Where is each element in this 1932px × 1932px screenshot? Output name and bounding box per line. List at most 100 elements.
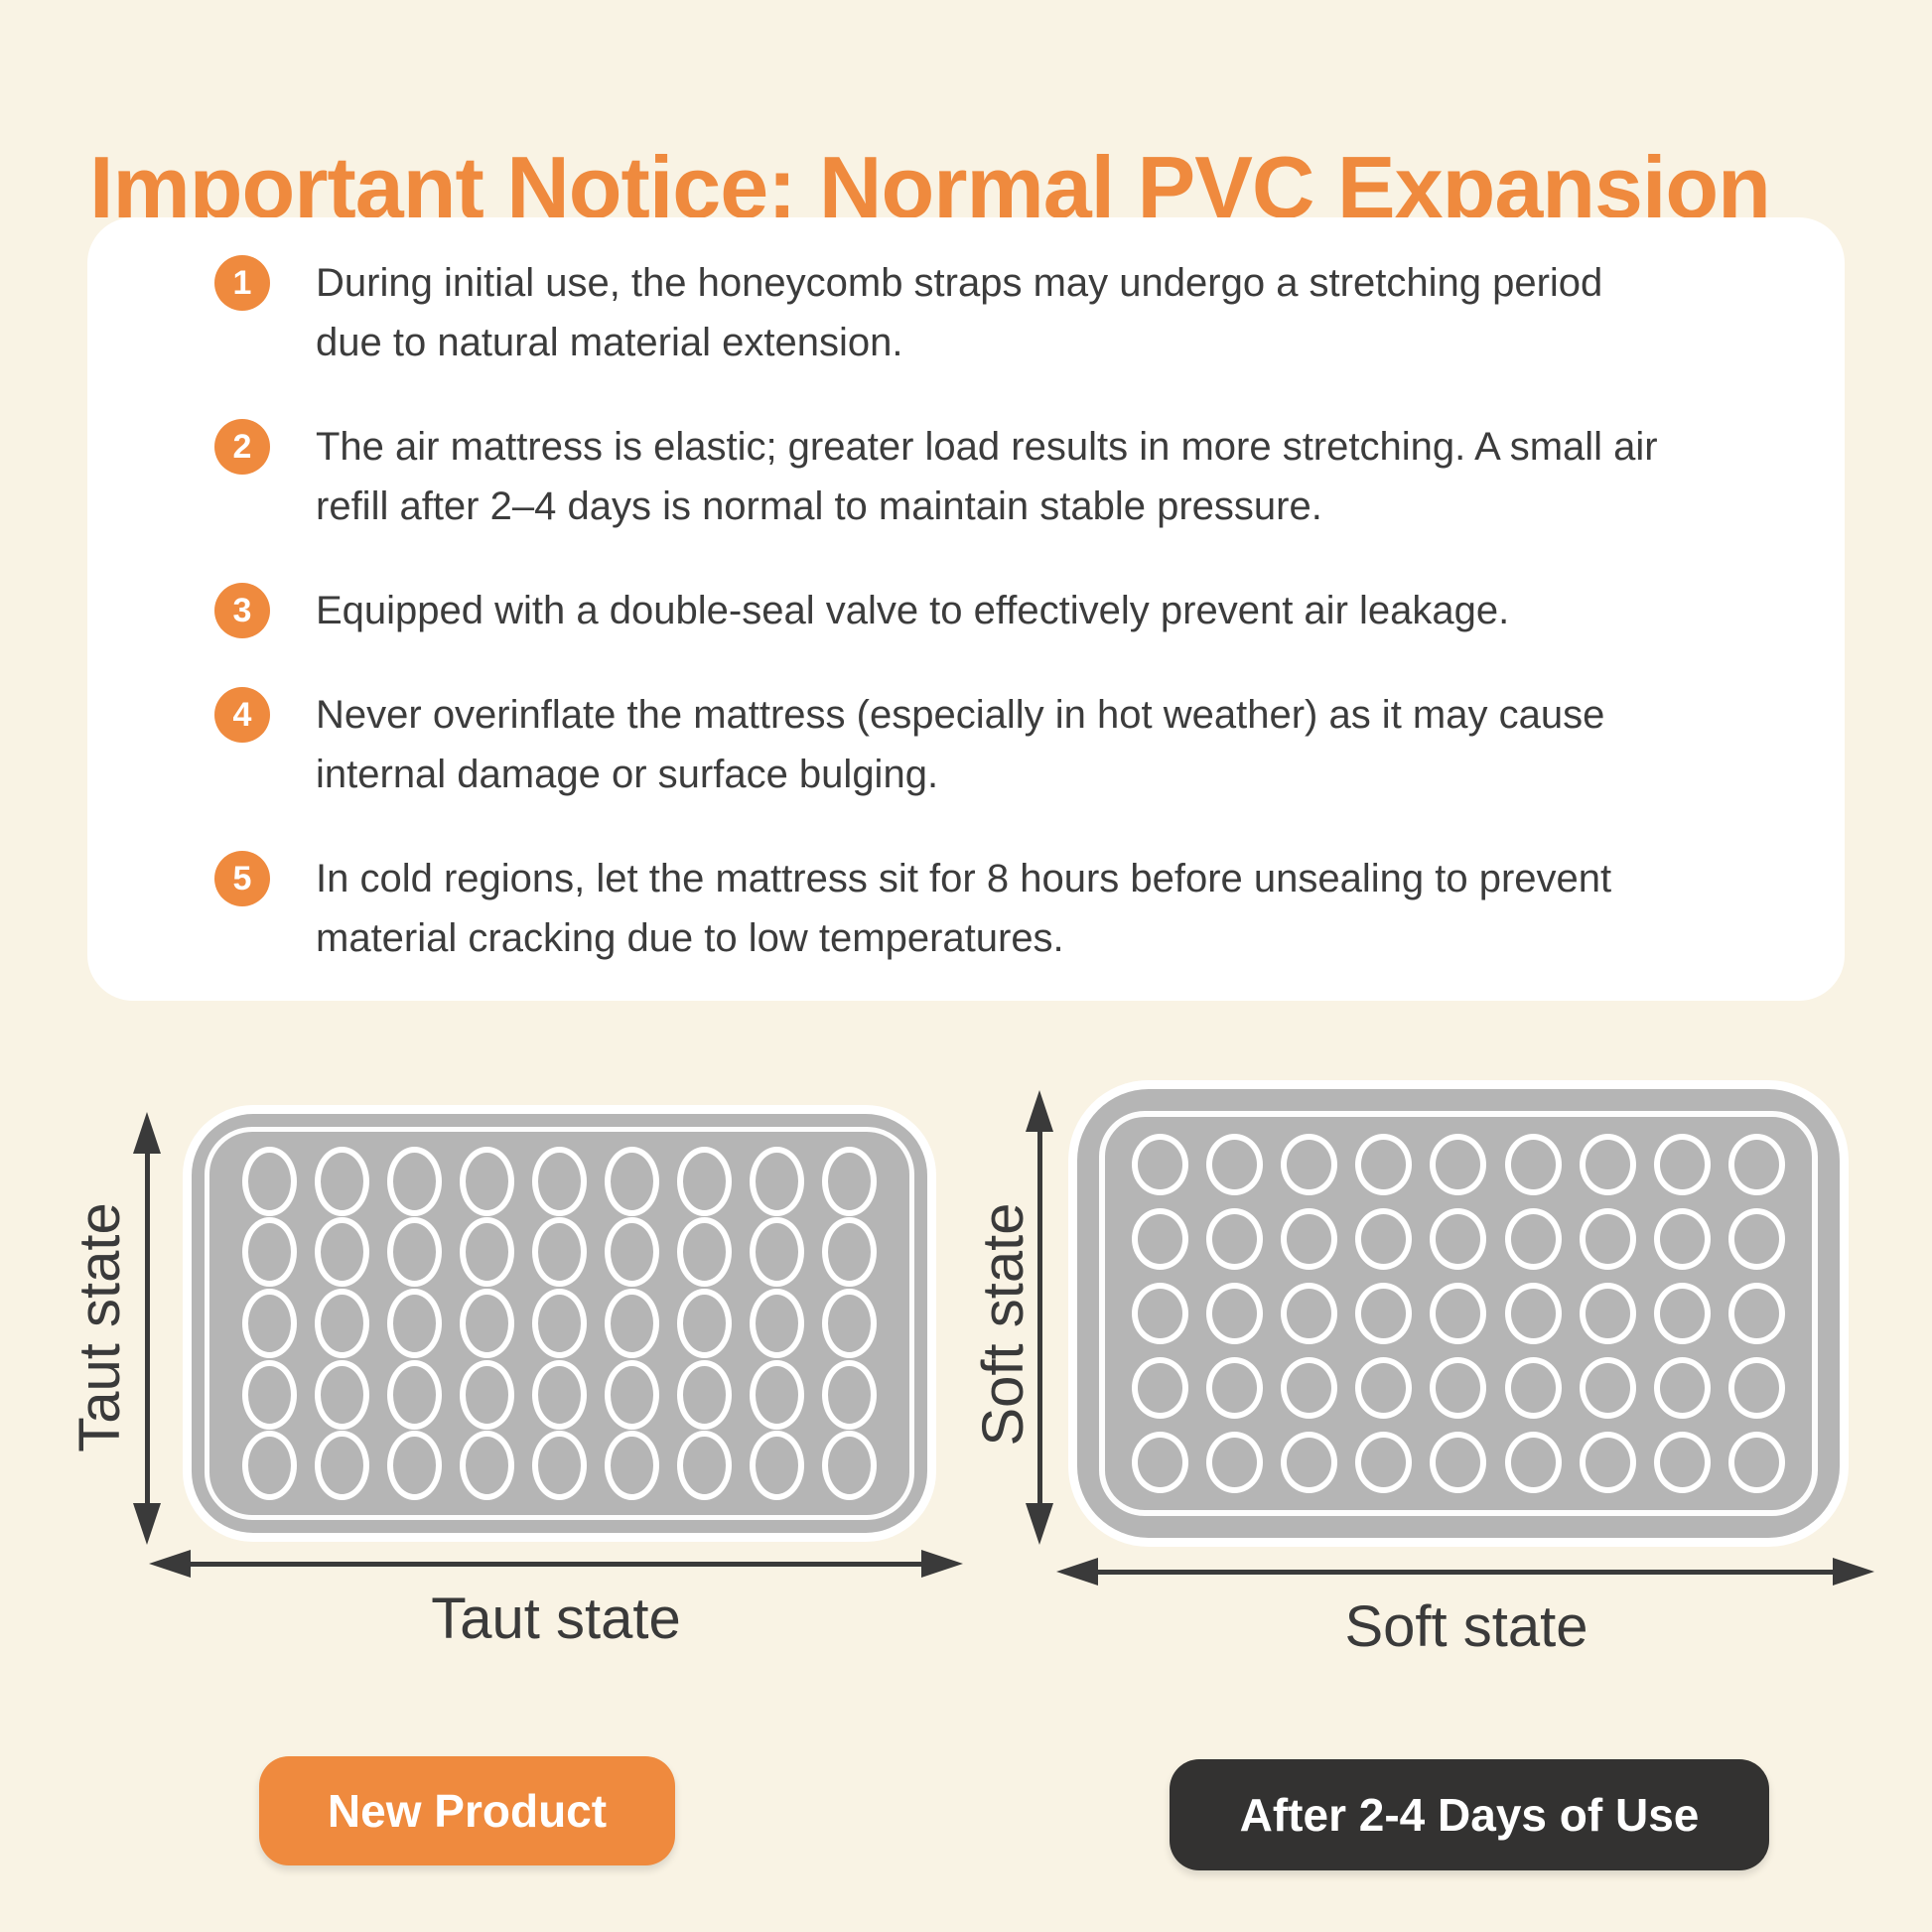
honeycomb-cell-icon <box>532 1359 587 1430</box>
honeycomb-cell-icon <box>1132 1432 1189 1494</box>
honeycomb-cell-icon <box>1504 1133 1562 1195</box>
honeycomb-cell-icon <box>315 1359 369 1430</box>
honeycomb-cell-icon <box>1430 1432 1487 1494</box>
honeycomb-cell-icon <box>532 1431 587 1501</box>
honeycomb-cell-icon <box>1504 1207 1562 1270</box>
honeycomb-cell-icon <box>532 1217 587 1288</box>
notice-number-badge: 2 <box>214 419 270 475</box>
honeycomb-cell-icon <box>1727 1133 1785 1195</box>
honeycomb-cell-icon <box>1355 1282 1413 1344</box>
notice-item-5: 5 In cold regions, let the mattress sit … <box>214 849 1795 968</box>
soft-state-horizontal-label: Soft state <box>1344 1594 1588 1659</box>
honeycomb-cell-icon <box>1579 1133 1636 1195</box>
soft-state-vertical-label: Soft state <box>971 1202 1035 1447</box>
honeycomb-cell-icon <box>1579 1432 1636 1494</box>
honeycomb-cell-icon <box>242 1431 297 1501</box>
honeycomb-cell-icon <box>677 1431 732 1501</box>
honeycomb-cell-icon <box>1132 1357 1189 1420</box>
honeycomb-cell-icon <box>1727 1207 1785 1270</box>
honeycomb-cell-icon <box>1727 1432 1785 1494</box>
honeycomb-cell-icon <box>1579 1207 1636 1270</box>
notice-text: Equipped with a double-seal valve to eff… <box>316 589 1510 632</box>
honeycomb-cell-icon <box>750 1146 804 1216</box>
notice-item-3: 3 Equipped with a double-seal valve to e… <box>214 581 1795 640</box>
honeycomb-cell-icon <box>1430 1357 1487 1420</box>
honeycomb-cell-icon <box>605 1217 659 1288</box>
taut-state-vertical-label: Taut state <box>68 1202 132 1452</box>
notice-number-badge: 4 <box>214 687 270 743</box>
honeycomb-cell-icon <box>1430 1133 1487 1195</box>
honeycomb-cell-icon <box>315 1288 369 1358</box>
honeycomb-cell-icon <box>1281 1133 1338 1195</box>
honeycomb-pod-grid <box>1123 1127 1794 1500</box>
honeycomb-cell-icon <box>1653 1207 1711 1270</box>
honeycomb-cell-icon <box>1206 1432 1264 1494</box>
honeycomb-cell-icon <box>822 1431 877 1501</box>
notice-item-4: 4 Never overinflate the mattress (especi… <box>214 685 1795 804</box>
honeycomb-cell-icon <box>1430 1282 1487 1344</box>
vertical-double-arrow-icon <box>133 1112 161 1545</box>
honeycomb-cell-icon <box>315 1146 369 1216</box>
honeycomb-cell-icon <box>1132 1282 1189 1344</box>
honeycomb-cell-icon <box>242 1288 297 1358</box>
honeycomb-cell-icon <box>605 1359 659 1430</box>
honeycomb-cell-icon <box>460 1146 514 1216</box>
taut-state-horizontal-label: Taut state <box>431 1587 681 1651</box>
honeycomb-cell-icon <box>387 1217 442 1288</box>
mattress-diagram-after-use <box>1077 1089 1840 1538</box>
honeycomb-cell-icon <box>1579 1357 1636 1420</box>
honeycomb-pod-grid <box>233 1146 886 1501</box>
honeycomb-cell-icon <box>242 1359 297 1430</box>
honeycomb-cell-icon <box>1727 1357 1785 1420</box>
honeycomb-cell-icon <box>460 1217 514 1288</box>
honeycomb-cell-icon <box>822 1146 877 1216</box>
honeycomb-cell-icon <box>1653 1357 1711 1420</box>
page-title: Important Notice: Normal PVC Expansion <box>89 137 1771 236</box>
honeycomb-cell-icon <box>1281 1357 1338 1420</box>
honeycomb-cell-icon <box>822 1217 877 1288</box>
horizontal-double-arrow-icon <box>149 1550 963 1578</box>
honeycomb-cell-icon <box>460 1431 514 1501</box>
vertical-double-arrow-icon <box>1026 1090 1053 1545</box>
honeycomb-cell-icon <box>1653 1133 1711 1195</box>
honeycomb-cell-icon <box>822 1359 877 1430</box>
honeycomb-cell-icon <box>750 1288 804 1358</box>
honeycomb-cell-icon <box>1281 1282 1338 1344</box>
new-product-badge: New Product <box>259 1756 675 1865</box>
honeycomb-cell-icon <box>677 1217 732 1288</box>
honeycomb-cell-icon <box>1206 1282 1264 1344</box>
honeycomb-cell-icon <box>460 1359 514 1430</box>
honeycomb-cell-icon <box>677 1359 732 1430</box>
honeycomb-cell-icon <box>1206 1357 1264 1420</box>
honeycomb-cell-icon <box>1430 1207 1487 1270</box>
honeycomb-cell-icon <box>1206 1133 1264 1195</box>
honeycomb-cell-icon <box>605 1431 659 1501</box>
honeycomb-cell-icon <box>1355 1207 1413 1270</box>
honeycomb-cell-icon <box>242 1217 297 1288</box>
honeycomb-cell-icon <box>1579 1282 1636 1344</box>
notice-text: During initial use, the honeycomb straps… <box>316 261 1603 364</box>
notice-number-badge: 5 <box>214 851 270 906</box>
honeycomb-cell-icon <box>1132 1133 1189 1195</box>
honeycomb-cell-icon <box>387 1146 442 1216</box>
honeycomb-cell-icon <box>532 1146 587 1216</box>
notice-text: In cold regions, let the mattress sit fo… <box>316 857 1612 960</box>
notice-number-badge: 1 <box>214 255 270 311</box>
notice-text: The air mattress is elastic; greater loa… <box>316 425 1658 528</box>
honeycomb-cell-icon <box>1727 1282 1785 1344</box>
honeycomb-cell-icon <box>677 1288 732 1358</box>
horizontal-double-arrow-icon <box>1056 1558 1874 1586</box>
honeycomb-cell-icon <box>387 1431 442 1501</box>
honeycomb-cell-icon <box>750 1431 804 1501</box>
honeycomb-cell-icon <box>242 1146 297 1216</box>
honeycomb-cell-icon <box>1653 1432 1711 1494</box>
honeycomb-cell-icon <box>387 1359 442 1430</box>
after-use-badge: After 2-4 Days of Use <box>1170 1759 1769 1870</box>
honeycomb-cell-icon <box>1355 1432 1413 1494</box>
mattress-diagram-new-product <box>192 1114 927 1533</box>
honeycomb-cell-icon <box>605 1288 659 1358</box>
honeycomb-cell-icon <box>315 1217 369 1288</box>
honeycomb-cell-icon <box>1504 1357 1562 1420</box>
honeycomb-cell-icon <box>315 1431 369 1501</box>
honeycomb-cell-icon <box>1355 1357 1413 1420</box>
